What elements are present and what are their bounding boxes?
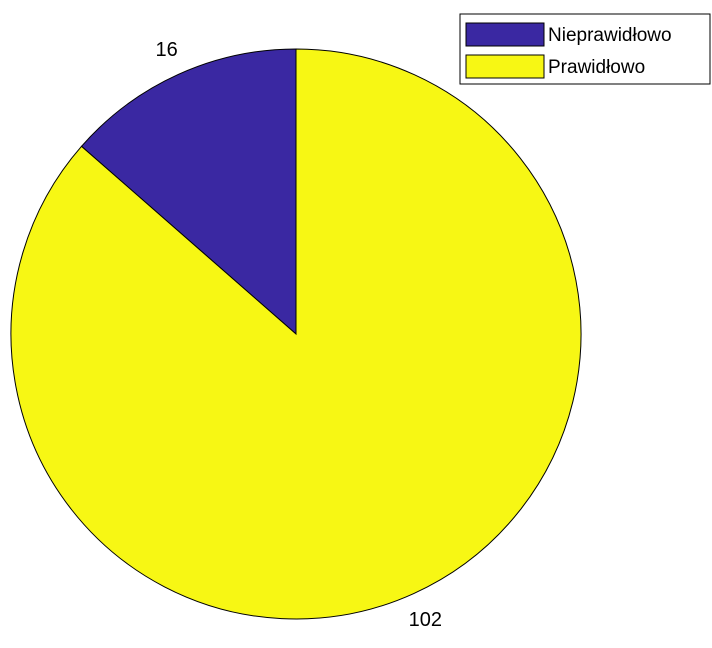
pie-slice-value-label: 102 (409, 609, 442, 631)
legend-swatch-prawidlowo (465, 54, 545, 79)
legend-swatch-nieprawidlowo (465, 22, 545, 47)
pie-slice-value-label: 16 (156, 39, 178, 61)
legend-label-prawidlowo: Prawidłowo (548, 57, 645, 78)
pie-slice-nieprawid-owo (80, 48, 297, 336)
legend-label-nieprawidlowo: Nieprawidłowo (548, 25, 672, 46)
legend: Nieprawidłowo Prawidłowo (459, 13, 711, 85)
pie-slice-prawid-owo (10, 48, 582, 620)
pie-slice-labels: 16 102 (156, 39, 442, 631)
pie-slices (10, 48, 582, 620)
